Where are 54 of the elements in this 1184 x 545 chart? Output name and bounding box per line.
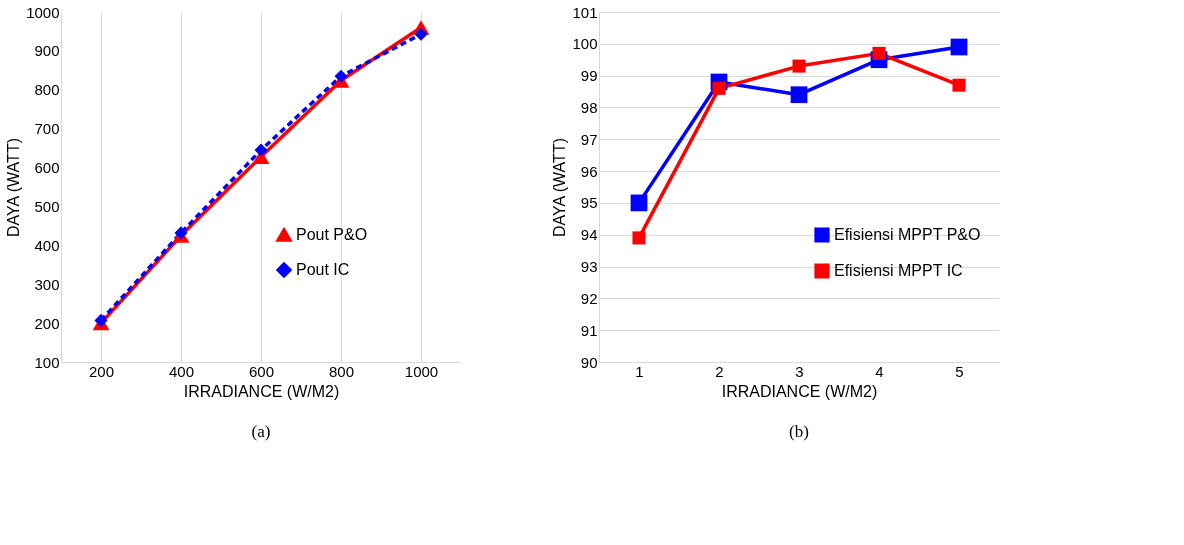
point bbox=[790, 86, 808, 104]
x-tick-label: 2 bbox=[715, 362, 724, 380]
point bbox=[414, 27, 428, 41]
legend-label: Efisiensi MPPT P&O bbox=[834, 226, 981, 243]
x-tick-label: 3 bbox=[795, 362, 804, 380]
point bbox=[950, 38, 968, 56]
point bbox=[792, 59, 806, 73]
point bbox=[712, 81, 726, 95]
point bbox=[334, 69, 348, 83]
text: (a) bbox=[251, 422, 271, 441]
x-tick-label: 200 bbox=[88, 362, 115, 380]
y-tick-label: 101 bbox=[572, 3, 598, 21]
x-axis-title: IRRADIANCE (W/M2) bbox=[183, 382, 340, 400]
x-tick-label: 400 bbox=[168, 362, 195, 380]
x-tick-label: 800 bbox=[328, 362, 355, 380]
y-tick-label: 500 bbox=[34, 197, 60, 215]
y-axis-title: DAYA (WATT) bbox=[551, 138, 569, 237]
y-axis-title: DAYA (WATT) bbox=[5, 138, 23, 237]
y-tick-label: 700 bbox=[34, 120, 60, 138]
x-tick-label: 1000 bbox=[404, 362, 439, 380]
x-axis-title: IRRADIANCE (W/M2) bbox=[721, 382, 878, 400]
y-tick-label: 600 bbox=[34, 159, 60, 177]
legend-label: Pout IC bbox=[296, 261, 350, 278]
point bbox=[952, 78, 966, 92]
y-tick-label: 97 bbox=[580, 130, 598, 148]
y-tick-label: 95 bbox=[580, 194, 598, 212]
y-tick-label: 100 bbox=[572, 35, 598, 53]
y-tick-label: 94 bbox=[580, 226, 598, 244]
x-tick-label: 600 bbox=[248, 362, 275, 380]
text: (b) bbox=[789, 422, 809, 441]
x-tick-label: 4 bbox=[875, 362, 884, 380]
y-tick-label: 91 bbox=[580, 321, 598, 339]
y-tick-label: 400 bbox=[34, 236, 60, 254]
y-tick-label: 98 bbox=[580, 98, 598, 116]
y-tick-label: 96 bbox=[580, 162, 598, 180]
y-tick-label: 1000 bbox=[26, 3, 60, 21]
x-tick-label: 1 bbox=[635, 362, 644, 380]
x-tick-label: 5 bbox=[955, 362, 964, 380]
legend-label: Efisiensi MPPT IC bbox=[834, 262, 963, 279]
y-tick-label: 90 bbox=[580, 353, 598, 371]
y-tick-label: 800 bbox=[34, 81, 60, 99]
point bbox=[94, 313, 108, 327]
y-tick-label: 100 bbox=[34, 353, 60, 371]
point bbox=[254, 143, 268, 157]
point bbox=[632, 231, 646, 245]
y-tick-label: 92 bbox=[580, 289, 598, 307]
legend-label: Pout P&O bbox=[296, 226, 368, 243]
point bbox=[630, 194, 648, 212]
y-tick-label: 300 bbox=[34, 275, 60, 293]
y-tick-label: 200 bbox=[34, 314, 60, 332]
point bbox=[872, 46, 886, 60]
y-tick-label: 900 bbox=[34, 42, 60, 60]
y-tick-label: 99 bbox=[580, 67, 598, 85]
y-tick-label: 93 bbox=[580, 258, 598, 276]
